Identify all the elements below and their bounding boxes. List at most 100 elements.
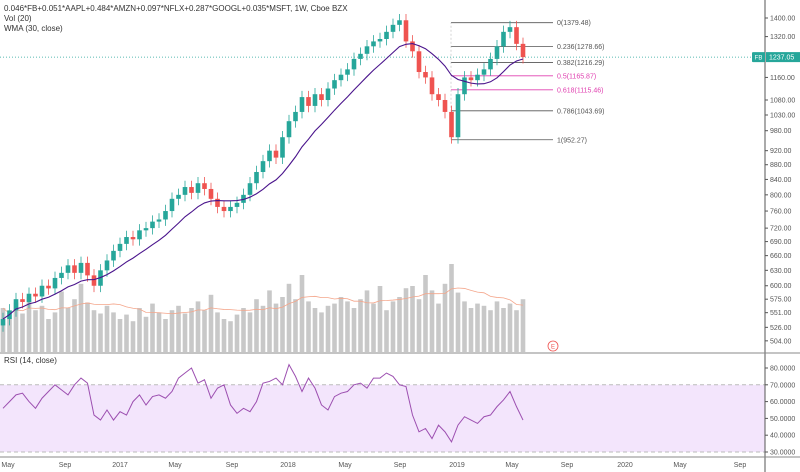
- volume-bar: [273, 303, 279, 352]
- candle-body: [397, 20, 402, 25]
- volume-bar: [182, 313, 188, 352]
- candle: [176, 188, 181, 206]
- candle-body: [351, 58, 357, 70]
- volume-bar: [150, 303, 155, 352]
- candle: [462, 71, 467, 101]
- candle: [111, 244, 116, 267]
- price-tick-label: 660.00: [770, 253, 792, 260]
- volume-bar: [364, 290, 370, 352]
- volume-bar: [208, 294, 214, 352]
- price-tick-label: 600.00: [770, 283, 792, 290]
- fib-level-label: 0(1379.48): [557, 20, 591, 27]
- fib-level-label: 0.786(1043.69): [557, 108, 604, 115]
- rsi-line: [2, 363, 524, 444]
- candle: [20, 292, 25, 309]
- candle-body: [371, 41, 376, 47]
- volume-bar: [319, 312, 324, 352]
- candle: [436, 87, 441, 107]
- volume-bar: [280, 297, 285, 352]
- candle: [254, 165, 259, 190]
- candle-body: [111, 250, 116, 261]
- candle: [319, 87, 324, 107]
- candle: [260, 154, 266, 179]
- candle-body: [208, 188, 214, 199]
- price-tag-symbol-box: [752, 52, 765, 63]
- price-tick-label: 720.00: [770, 226, 792, 233]
- candle: [221, 200, 227, 218]
- volume-bar: [91, 310, 97, 352]
- candle-body: [429, 77, 435, 95]
- rsi-legend[interactable]: RSI (14, close): [4, 356, 57, 365]
- candle: [189, 180, 194, 200]
- candle-body: [189, 187, 194, 193]
- volume-bar: [228, 321, 233, 352]
- candle-body: [228, 206, 233, 212]
- candle: [150, 215, 155, 235]
- volume-bar: [221, 319, 227, 352]
- rsi-tick-label: 80.0000: [770, 366, 795, 373]
- time-tick-label: May: [1, 462, 15, 469]
- candle: [78, 256, 84, 280]
- candle-body: [306, 97, 311, 106]
- candle: [468, 71, 474, 87]
- candle-body: [33, 293, 38, 297]
- volume-bar: [117, 319, 123, 352]
- price-tick-label: 1030.00: [770, 112, 795, 119]
- candle-body: [267, 150, 272, 162]
- volume-bar: [39, 305, 45, 352]
- candle: [488, 52, 493, 76]
- candle: [507, 20, 513, 39]
- price-tick-label: 630.00: [770, 268, 792, 275]
- candle: [286, 114, 292, 144]
- volume-bar: [351, 308, 357, 352]
- price-tick-label: 690.00: [770, 239, 792, 246]
- symbol-legend[interactable]: 0.046*FB+0.051*AAPL+0.484*AMZN+0.097*NFL…: [4, 4, 348, 13]
- volume-legend[interactable]: Vol (20): [4, 14, 32, 23]
- candle-body: [163, 211, 168, 220]
- candle-body: [234, 202, 240, 207]
- wma-legend[interactable]: WMA (30, close): [4, 24, 63, 33]
- volume-bar: [312, 308, 318, 352]
- candle-body: [423, 72, 428, 78]
- price-tick-label: 800.00: [770, 192, 792, 199]
- candle: [228, 200, 233, 218]
- price-tick-label: 575.00: [770, 297, 792, 304]
- price-tag-value-box: [766, 52, 800, 63]
- candle-body: [410, 41, 415, 52]
- time-tick-label: May: [338, 462, 352, 469]
- candle-body: [143, 228, 149, 231]
- volume-bar: [397, 297, 402, 352]
- volume-bar: [104, 305, 110, 352]
- fib-level-label: 0.382(1216.29): [557, 60, 604, 67]
- candle-body: [59, 272, 64, 278]
- price-tick-label: 980.00: [770, 128, 792, 135]
- volume-bar: [514, 310, 519, 352]
- candle: [358, 47, 363, 66]
- candle-body: [78, 262, 84, 273]
- fib-level-label: 0.236(1278.66): [557, 44, 604, 51]
- volume-bar: [78, 283, 84, 352]
- candle-body: [273, 150, 279, 158]
- candle: [312, 87, 318, 113]
- volume-bar: [481, 305, 487, 352]
- candle-body: [390, 24, 396, 32]
- time-tick-label: Sep: [394, 462, 407, 469]
- volume-bar: [156, 312, 162, 352]
- volume-bar: [416, 299, 422, 352]
- candle-body: [332, 80, 337, 89]
- price-tick-label: 504.00: [770, 338, 792, 345]
- candle: [65, 259, 71, 280]
- volume-bar: [202, 310, 207, 352]
- candle-body: [319, 94, 324, 101]
- volume-bar: [306, 301, 311, 352]
- fib-level-label: 0.618(1115.46): [557, 87, 603, 94]
- candle: [117, 237, 123, 258]
- volume-bar: [163, 319, 168, 352]
- time-tick-label: May: [168, 462, 182, 469]
- rsi-tick-label: 30.0000: [770, 450, 795, 457]
- candle: [137, 224, 142, 246]
- time-tick-label: 2020: [617, 462, 633, 469]
- candle-body: [403, 20, 409, 42]
- candle: [293, 105, 298, 128]
